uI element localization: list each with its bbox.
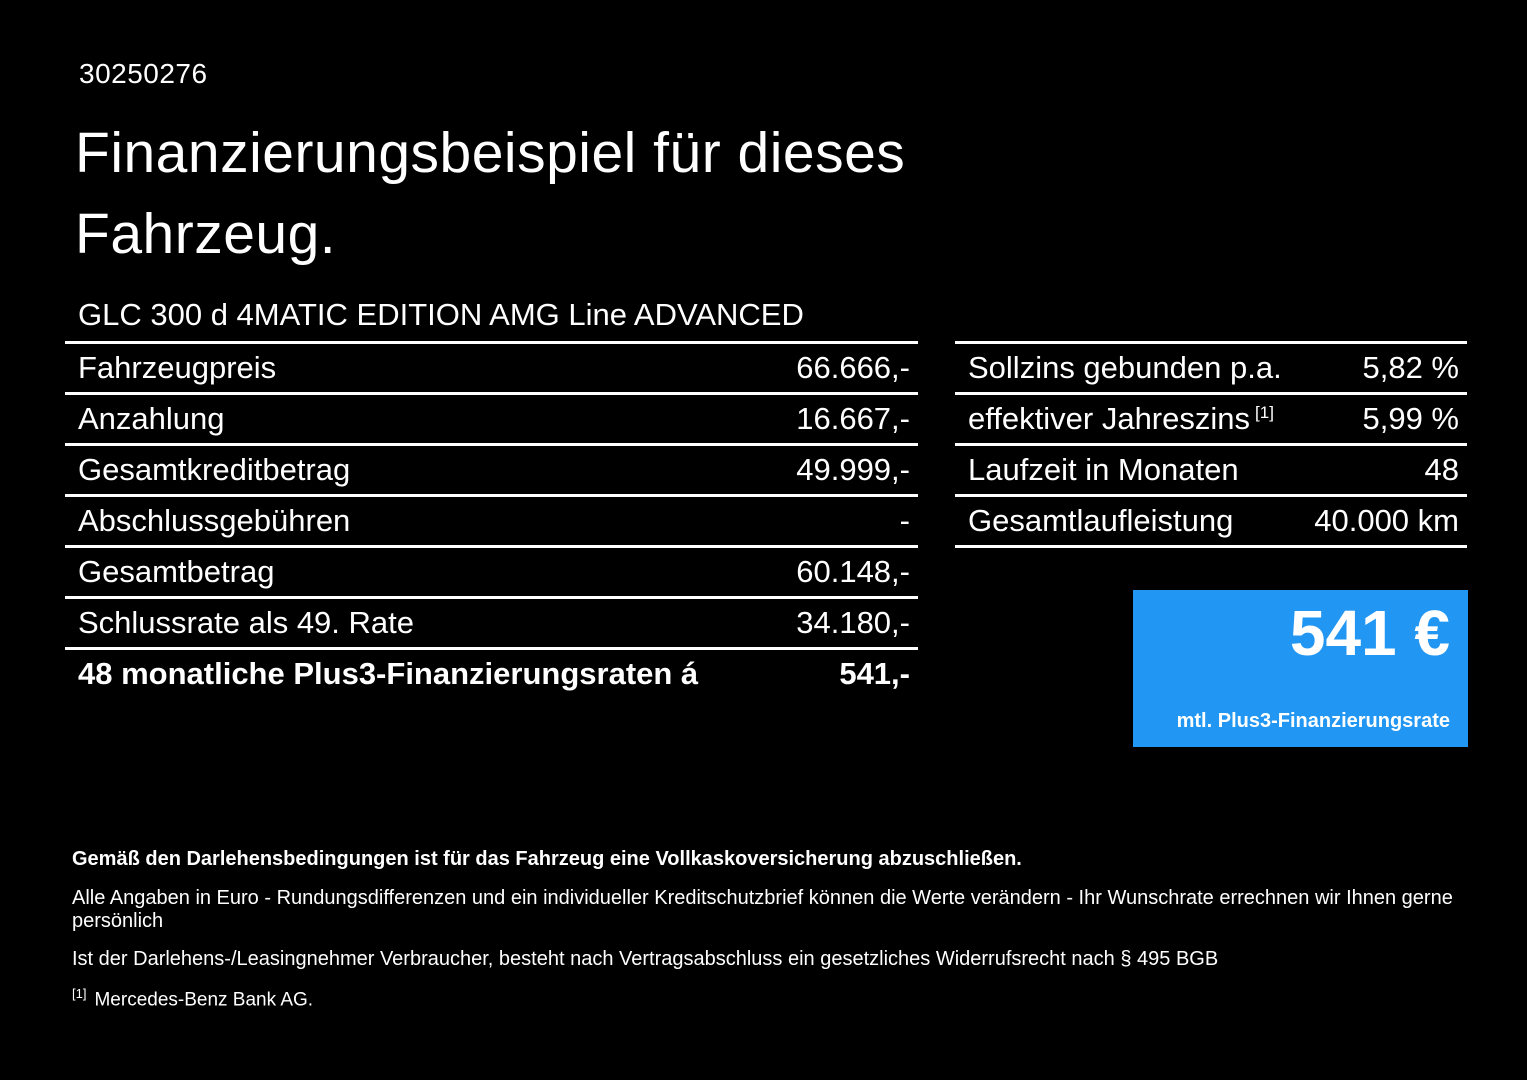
row-value: - bbox=[899, 503, 910, 538]
table-row-monatsraten: 48 monatliche Plus3-Finanzierungsraten á… bbox=[65, 647, 918, 698]
table-row-laufzeit: Laufzeit in Monaten 48 bbox=[955, 443, 1467, 494]
footnote-marker: [1] bbox=[72, 986, 87, 1001]
legal-footer: Gemäß den Darlehensbedingungen ist für d… bbox=[72, 848, 1472, 1011]
monthly-rate-caption: mtl. Plus3-Finanzierungsrate bbox=[1176, 710, 1450, 732]
footer-insurance-note: Gemäß den Darlehensbedingungen ist für d… bbox=[72, 848, 1022, 870]
row-label: effektiver Jahreszins [1] bbox=[968, 401, 1274, 437]
footer-disclaimer-line1: Alle Angaben in Euro - Rundungsdifferenz… bbox=[72, 887, 1453, 932]
table-row-anzahlung: Anzahlung 16.667,- bbox=[65, 392, 918, 443]
table-row-abschlussgebuehren: Abschlussgebühren - bbox=[65, 494, 918, 545]
row-label: Abschlussgebühren bbox=[78, 503, 351, 538]
table-row-gesamtlaufleistung: Gesamtlaufleistung 40.000 km bbox=[955, 494, 1467, 545]
row-label: Anzahlung bbox=[78, 401, 225, 436]
vehicle-name: GLC 300 d 4MATIC EDITION AMG Line ADVANC… bbox=[78, 297, 804, 332]
row-value: 49.999,- bbox=[796, 452, 910, 487]
row-label: 48 monatliche Plus3-Finanzierungsraten á bbox=[78, 656, 699, 691]
row-label: Sollzins gebunden p.a. bbox=[968, 350, 1282, 385]
row-value: 40.000 km bbox=[1314, 503, 1459, 538]
page-title-line2: Fahrzeug. bbox=[75, 201, 337, 266]
row-value: 5,99 % bbox=[1362, 401, 1459, 436]
footnote-bank: [1] Mercedes-Benz Bank AG. bbox=[72, 986, 1472, 1011]
row-label: Gesamtkreditbetrag bbox=[78, 452, 351, 487]
table-row-fahrzeugpreis: Fahrzeugpreis 66.666,- bbox=[65, 341, 918, 392]
document-id: 30250276 bbox=[79, 58, 208, 89]
table-row-gesamtkreditbetrag: Gesamtkreditbetrag 49.999,- bbox=[65, 443, 918, 494]
row-label-text: effektiver Jahreszins bbox=[968, 401, 1250, 436]
interest-details-table: Sollzins gebunden p.a. 5,82 % effektiver… bbox=[955, 341, 1467, 548]
footnote-reference: [1] bbox=[1255, 402, 1274, 422]
footnote-text: Mercedes-Benz Bank AG. bbox=[94, 989, 314, 1011]
row-value: 16.667,- bbox=[796, 401, 910, 436]
row-value: 66.666,- bbox=[796, 350, 910, 385]
row-value: 34.180,- bbox=[796, 605, 910, 640]
row-value: 541,- bbox=[839, 656, 910, 691]
table-row-gesamtbetrag: Gesamtbetrag 60.148,- bbox=[65, 545, 918, 596]
page-title-line1: Finanzierungsbeispiel für dieses bbox=[75, 121, 906, 185]
row-value: 48 bbox=[1424, 452, 1459, 487]
row-label: Schlussrate als 49. Rate bbox=[78, 605, 415, 640]
row-value: 5,82 % bbox=[1362, 350, 1459, 385]
table-row-effektiver-jahreszins: effektiver Jahreszins [1] 5,99 % bbox=[955, 392, 1467, 443]
row-label: Gesamtlaufleistung bbox=[968, 503, 1234, 538]
table-row-schlussrate: Schlussrate als 49. Rate 34.180,- bbox=[65, 596, 918, 647]
table-row-sollzins: Sollzins gebunden p.a. 5,82 % bbox=[955, 341, 1467, 392]
financing-details-table: Fahrzeugpreis 66.666,- Anzahlung 16.667,… bbox=[65, 341, 918, 698]
monthly-rate-amount: 541 € bbox=[1289, 597, 1450, 669]
page-title: Finanzierungsbeispiel für dieses Fahrzeu… bbox=[75, 113, 905, 275]
row-label: Gesamtbetrag bbox=[78, 554, 275, 589]
footer-disclaimer-line2: Ist der Darlehens-/Leasingnehmer Verbrau… bbox=[72, 948, 1219, 970]
row-label: Fahrzeugpreis bbox=[78, 350, 277, 385]
monthly-rate-highlight-box: 541 € mtl. Plus3-Finanzierungsrate bbox=[1133, 590, 1468, 747]
row-value: 60.148,- bbox=[796, 554, 910, 589]
row-label: Laufzeit in Monaten bbox=[968, 452, 1239, 487]
